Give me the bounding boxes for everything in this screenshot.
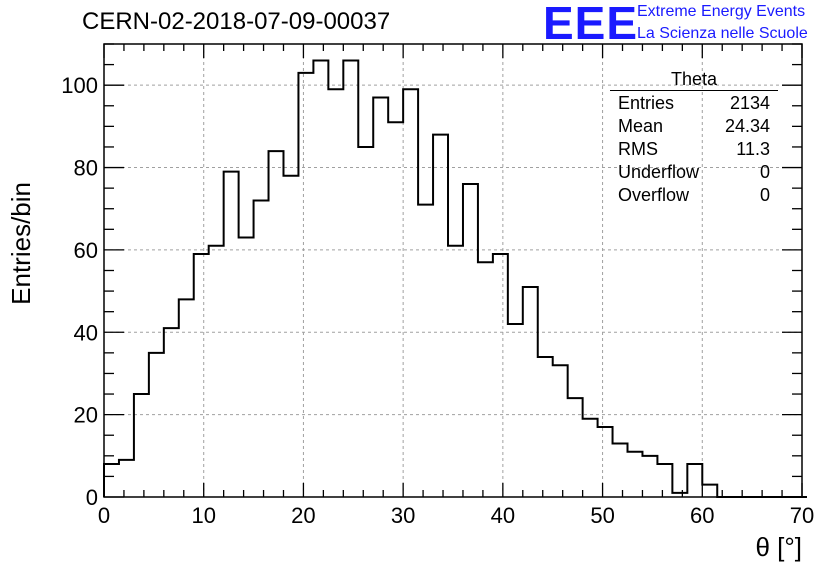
eee-logo: EEE xyxy=(543,0,639,49)
stats-row-rms: RMS 11.3 xyxy=(618,138,778,161)
stats-label: Mean xyxy=(618,116,664,136)
histogram-bin xyxy=(119,460,134,497)
stats-row-mean: Mean 24.34 xyxy=(618,115,778,138)
histogram-bin xyxy=(254,200,269,497)
histogram-bin xyxy=(269,151,284,497)
stats-label: Entries xyxy=(618,93,675,113)
histogram-series xyxy=(103,59,807,498)
y-tick-label: 80 xyxy=(74,156,98,181)
histogram-bin xyxy=(418,205,433,497)
stats-value: 0 xyxy=(759,162,770,182)
histogram-bin xyxy=(493,254,508,497)
histogram-bin xyxy=(403,89,418,497)
stats-label: Underflow xyxy=(618,162,700,182)
chart-title: CERN-02-2018-07-09-00037 xyxy=(82,8,391,35)
stats-value: 0 xyxy=(759,185,770,205)
stats-box: Theta Entries 2134 Mean 24.34 RMS 11.3 U… xyxy=(610,68,778,208)
histogram-bin xyxy=(239,238,254,497)
x-tick-label: 30 xyxy=(391,503,415,528)
y-axis-label: Entries/bin xyxy=(6,182,36,305)
histogram-bin xyxy=(687,464,702,497)
x-tick-label: 50 xyxy=(590,503,614,528)
x-tick-label: 40 xyxy=(491,503,515,528)
stats-row-overflow: Overflow 0 xyxy=(618,184,778,207)
histogram-outline xyxy=(103,59,807,498)
x-tick-label: 0 xyxy=(98,503,110,528)
stats-row-underflow: Underflow 0 xyxy=(618,161,778,184)
stats-value: 11.3 xyxy=(736,139,770,159)
y-tick-label: 20 xyxy=(74,403,98,428)
histogram-bin xyxy=(358,147,373,497)
tick-labels: 0 10 20 30 40 50 60 70 0 20 40 60 80 100 xyxy=(61,73,814,528)
y-axis-label-wrap: Entries/bin xyxy=(6,182,36,305)
grid-lines xyxy=(104,44,802,497)
logo-subtitle-line1: Extreme Energy Events xyxy=(637,3,806,20)
histogram-bin xyxy=(478,262,493,497)
histogram-bin xyxy=(583,419,598,497)
y-tick-label: 0 xyxy=(86,485,98,510)
histogram-bin xyxy=(194,254,209,497)
histogram-bin xyxy=(702,485,717,497)
histogram-bin xyxy=(388,122,403,497)
logo-subtitle-line2: La Scienza nelle Scuole xyxy=(637,25,808,42)
histogram-bin xyxy=(628,452,643,497)
histogram-bin xyxy=(298,73,313,497)
y-tick-label: 60 xyxy=(74,238,98,263)
histogram-bin xyxy=(104,464,119,497)
histogram-bin xyxy=(463,184,478,497)
x-tick-label: 20 xyxy=(291,503,315,528)
histogram-bin xyxy=(553,365,568,497)
x-tick-label: 60 xyxy=(690,503,714,528)
stats-row-entries: Entries 2134 xyxy=(618,92,778,115)
x-tick-label: 70 xyxy=(790,503,814,528)
histogram-bin xyxy=(538,357,553,497)
stats-label: RMS xyxy=(618,139,658,159)
histogram-bin xyxy=(508,324,523,497)
stats-value: 24.34 xyxy=(724,116,770,136)
histogram-bin xyxy=(283,176,298,497)
histogram-bin xyxy=(328,89,343,497)
y-tick-label: 100 xyxy=(61,73,98,98)
histogram-bin xyxy=(568,398,583,497)
histogram-bin xyxy=(613,443,628,497)
histogram-bin xyxy=(179,299,194,497)
stats-value: 2134 xyxy=(729,93,770,113)
histogram-bin xyxy=(134,394,149,497)
histogram-bin xyxy=(523,287,538,497)
histogram-bin xyxy=(224,172,239,497)
stats-label: Overflow xyxy=(618,185,690,205)
x-tick-label: 10 xyxy=(191,503,215,528)
histogram-bin xyxy=(343,60,358,497)
histogram-bin xyxy=(433,135,448,497)
stats-box-title: Theta xyxy=(610,68,778,91)
histogram-bin xyxy=(373,98,388,497)
histogram-bin xyxy=(642,456,657,497)
histogram-bin xyxy=(149,353,164,497)
histogram-bin xyxy=(657,464,672,497)
x-axis-label: θ [°] xyxy=(755,532,802,562)
histogram-bin xyxy=(598,427,613,497)
histogram-bin xyxy=(209,246,224,497)
y-tick-label: 40 xyxy=(74,320,98,345)
histogram-bin xyxy=(448,246,463,497)
axis-ticks xyxy=(103,43,803,498)
histogram-bin xyxy=(313,60,328,497)
histogram-bin xyxy=(164,328,179,497)
